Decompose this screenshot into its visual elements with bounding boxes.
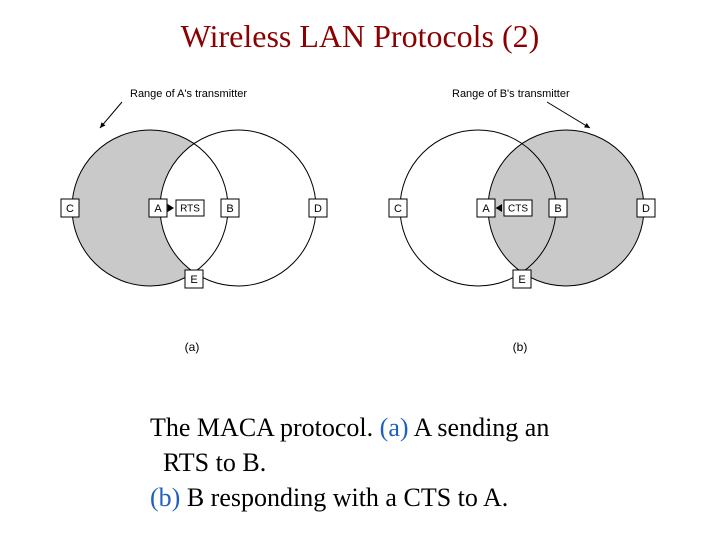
page-title: Wireless LAN Protocols (2) [0,0,720,55]
svg-text:C: C [394,203,402,215]
svg-text:(b): (b) [513,340,528,354]
caption-marker-a: (a) [380,413,409,442]
caption-post-a: A sending an [409,413,550,442]
svg-text:Range of A's transmitter: Range of A's transmitter [130,88,247,100]
caption-line2: RTS to B. [163,448,266,477]
svg-text:CTS: CTS [508,204,528,215]
caption-marker-b: (b) [150,483,180,512]
svg-text:B: B [554,203,561,215]
caption: The MACA protocol. (a) A sending an RTS … [150,410,670,515]
caption-post-b: B responding with a CTS to A. [180,483,508,512]
svg-text:A: A [482,203,490,215]
diagram-svg: Range of A's transmitter C A B D E RTS (a) Range… [0,83,720,363]
svg-text:A: A [154,203,162,215]
caption-pre: The MACA protocol. [150,413,380,442]
svg-text:Range of B's transmitter: Range of B's transmitter [452,88,570,100]
svg-text:E: E [190,274,197,286]
maca-diagram: Range of A's transmitter C A B D E RTS (a) Range… [0,83,720,363]
svg-text:(a): (a) [185,340,200,354]
svg-text:B: B [226,203,233,215]
svg-text:E: E [518,274,525,286]
svg-text:D: D [642,203,650,215]
svg-text:D: D [314,203,322,215]
svg-text:RTS: RTS [180,204,200,215]
svg-text:C: C [66,203,74,215]
